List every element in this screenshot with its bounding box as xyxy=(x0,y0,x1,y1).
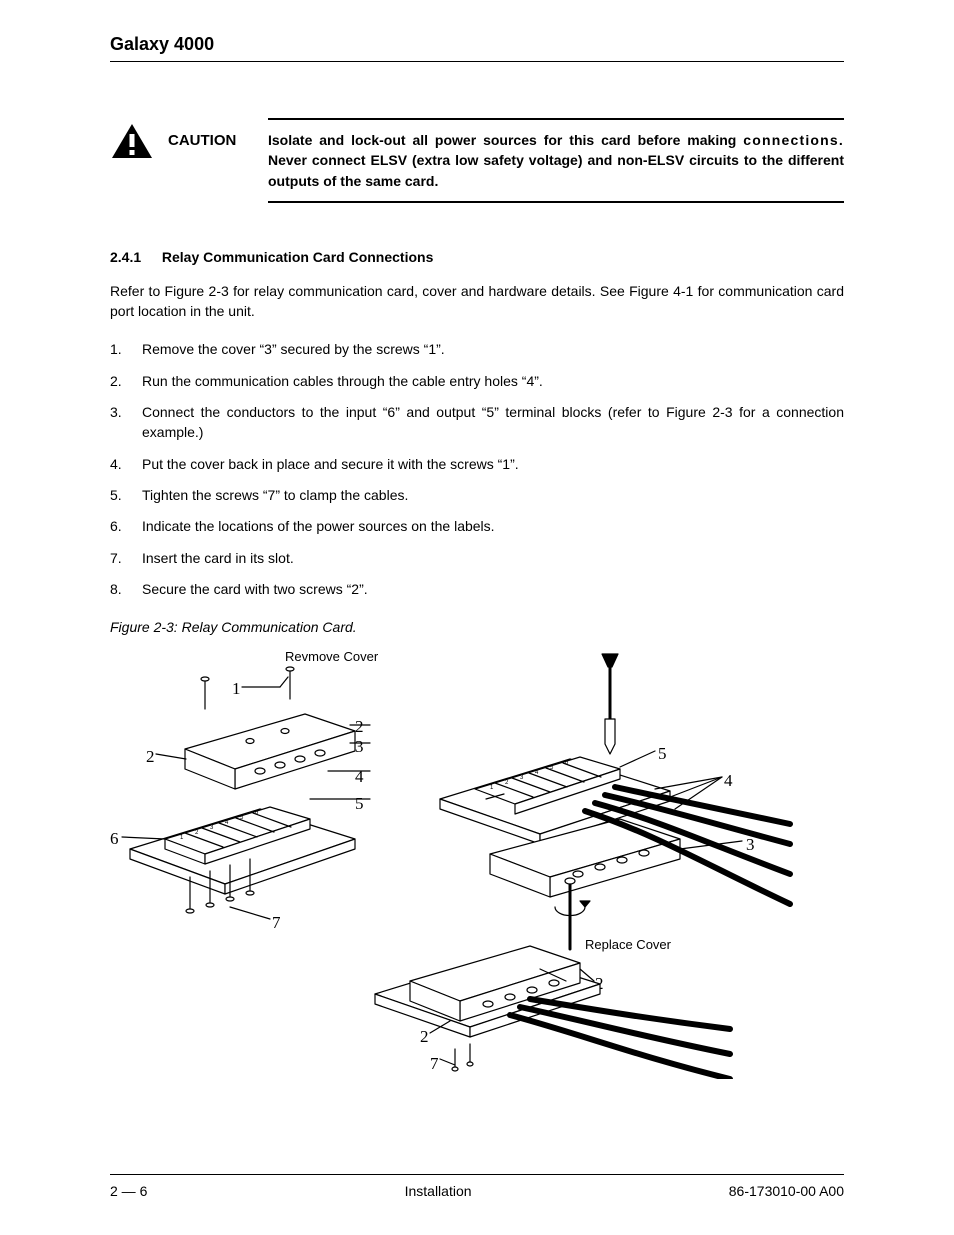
steps-list: Remove the cover “3” secured by the scre… xyxy=(110,339,844,599)
warning-icon xyxy=(110,122,154,163)
figure-diagram: Revmove Cover Replace Cover 1 2 2 3 4 5 … xyxy=(110,649,844,1079)
caution-text-b: Never connect ELSV (extra low safety vol… xyxy=(268,152,844,188)
list-item: Put the cover back in place and secure i… xyxy=(110,454,844,474)
caution-text-a: Isolate and lock-out all power sources f… xyxy=(268,132,743,148)
list-item: Connect the conductors to the input “6” … xyxy=(110,402,844,443)
caution-block: CAUTION Isolate and lock-out all power s… xyxy=(110,118,844,203)
footer-rule xyxy=(110,1174,844,1175)
list-item: Insert the card in its slot. xyxy=(110,548,844,568)
section-intro: Refer to Figure 2-3 for relay communicat… xyxy=(110,281,844,322)
page-title: Galaxy 4000 xyxy=(110,34,844,61)
caution-label: CAUTION xyxy=(168,132,268,149)
list-item: Indicate the locations of the power sour… xyxy=(110,516,844,536)
list-item: Run the communication cables through the… xyxy=(110,371,844,391)
page: Galaxy 4000 CAUTION Isolate and lock-out… xyxy=(0,0,954,1235)
section-number: 2.4.1 xyxy=(110,249,158,265)
list-item: Remove the cover “3” secured by the scre… xyxy=(110,339,844,359)
list-item: Tighten the screws “7” to clamp the cabl… xyxy=(110,485,844,505)
header-rule xyxy=(110,61,844,62)
caution-text-a-spaced: connections. xyxy=(743,132,844,148)
section-heading: 2.4.1 Relay Communication Card Connectio… xyxy=(110,249,844,265)
list-item: Secure the card with two screws “2”. xyxy=(110,579,844,599)
footer-center: Installation xyxy=(405,1183,472,1199)
footer-left: 2 — 6 xyxy=(110,1183,147,1199)
diagram-svg: 12 34 56 xyxy=(110,649,844,1079)
footer-right: 86-173010-00 A00 xyxy=(729,1183,844,1199)
page-footer: 2 — 6 Installation 86-173010-00 A00 xyxy=(0,1174,954,1199)
caution-bottom-rule xyxy=(268,201,844,203)
section-title: Relay Communication Card Connections xyxy=(162,249,433,265)
figure-caption: Figure 2-3: Relay Communication Card. xyxy=(110,619,844,635)
caution-text: Isolate and lock-out all power sources f… xyxy=(268,118,844,203)
